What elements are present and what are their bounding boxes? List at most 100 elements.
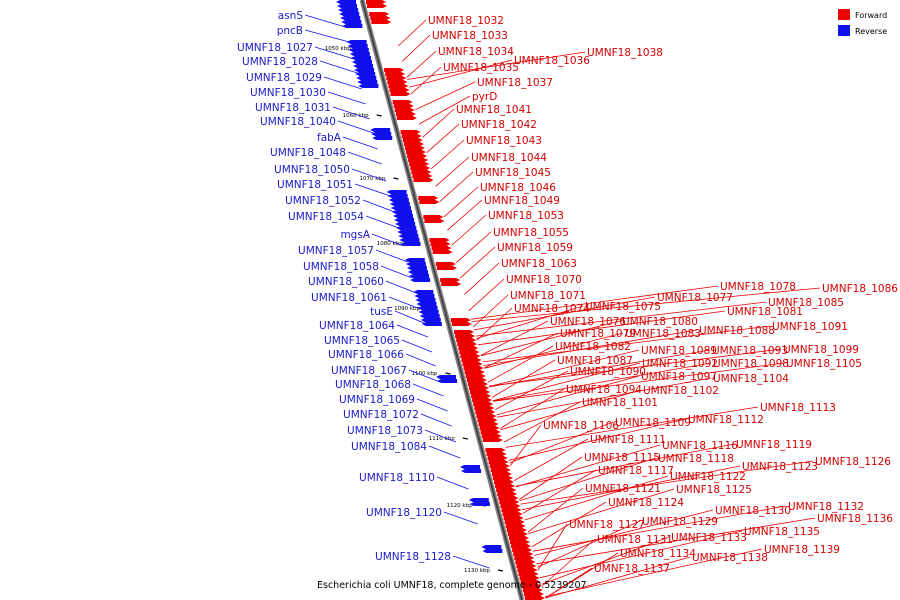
reverse-gene-feature (390, 206, 411, 210)
forward-gene-feature (481, 434, 502, 438)
reverse-gene-feature (337, 4, 358, 8)
legend-reverse-label: Reverse (855, 27, 887, 36)
reverse-gene-feature (460, 465, 480, 469)
reverse-gene-feature (340, 16, 361, 20)
forward-gene-feature (400, 130, 421, 134)
forward-gene-label: UMNF18_1121 (585, 483, 661, 495)
reverse-gene-feature (338, 8, 359, 12)
forward-gene-feature (409, 162, 430, 166)
forward-gene-label: UMNF18_1046 (480, 182, 556, 194)
forward-gene-label: UMNF18_1111 (590, 434, 666, 446)
forward-gene-feature (503, 516, 524, 520)
scale-tick (497, 569, 504, 572)
scale-tick (445, 372, 451, 375)
forward-label-leader (495, 370, 569, 410)
reverse-gene-feature (356, 76, 377, 80)
reverse-label-leader (380, 265, 413, 279)
forward-label-leader (505, 406, 759, 448)
forward-gene-label: UMNF18_1133 (671, 532, 747, 544)
reverse-gene-label: UMNF18_1064 (319, 320, 395, 332)
forward-label-leader (397, 19, 427, 47)
forward-gene-feature (500, 504, 521, 508)
reverse-gene-feature (372, 136, 393, 140)
forward-gene-feature (430, 242, 451, 246)
forward-gene-feature (488, 460, 509, 464)
forward-gene-feature (435, 262, 456, 266)
forward-gene-label: UMNF18_1041 (456, 104, 532, 116)
forward-gene-feature (388, 84, 409, 88)
forward-gene-feature (489, 464, 510, 468)
forward-label-leader (496, 375, 640, 416)
reverse-gene-label: fabA (317, 132, 342, 144)
forward-gene-feature (423, 215, 444, 219)
forward-label-leader (524, 475, 669, 521)
forward-gene-feature (513, 552, 534, 556)
reverse-gene-label: UMNF18_1110 (359, 472, 435, 484)
forward-gene-label: UMNF18_1116 (662, 440, 738, 452)
gene-labels: UMNF18_1032UMNF18_1033UMNF18_1034UMNF18_… (237, 10, 898, 575)
scale-tick-label: 1130 kbp (464, 568, 490, 574)
forward-gene-feature (395, 112, 416, 116)
forward-label-leader (515, 443, 735, 487)
forward-gene-label: UMNF18_1087 (557, 355, 633, 367)
forward-label-leader (472, 294, 509, 328)
reverse-gene-label: UMNF18_1057 (298, 245, 374, 257)
forward-gene-feature (521, 584, 542, 588)
forward-gene-label: UMNF18_1091 (772, 321, 848, 333)
reverse-gene-label: UMNF18_1073 (347, 425, 423, 437)
forward-gene-label: UMNF18_1070 (506, 274, 582, 286)
forward-gene-label: UMNF18_1129 (642, 516, 718, 528)
forward-gene-feature (411, 170, 432, 174)
forward-gene-feature (459, 350, 480, 354)
forward-gene-feature (522, 588, 543, 592)
forward-gene-feature (465, 374, 486, 378)
forward-label-leader (528, 488, 675, 534)
reverse-gene-label: UMNF18_1120 (366, 507, 442, 519)
forward-label-leader (439, 171, 474, 202)
forward-gene-feature (367, 4, 388, 8)
forward-label-leader (508, 418, 687, 461)
reverse-gene-feature (469, 502, 490, 506)
reverse-gene-feature (392, 210, 412, 214)
reverse-label-leader (401, 339, 433, 353)
forward-gene-feature (474, 406, 495, 410)
forward-gene-label: UMNF18_1130 (715, 505, 791, 517)
reverse-label-leader (443, 511, 478, 525)
reverse-label-leader (371, 233, 404, 247)
forward-label-leader (518, 456, 583, 500)
forward-label-leader (464, 262, 500, 295)
forward-gene-label: UMNF18_1077 (657, 292, 733, 304)
forward-gene-feature (406, 150, 426, 154)
reverse-label-leader (420, 413, 452, 427)
forward-gene-feature (413, 178, 434, 182)
reverse-label-leader (354, 183, 391, 197)
forward-gene-feature (478, 422, 499, 426)
reverse-gene-feature (394, 218, 415, 222)
forward-gene-label: UMNF18_1079 (560, 328, 636, 340)
forward-gene-label: UMNF18_1135 (744, 526, 820, 538)
reverse-gene-feature (421, 322, 442, 326)
reverse-label-leader (332, 106, 370, 120)
reverse-gene-feature (482, 549, 503, 553)
forward-label-leader (545, 556, 691, 599)
forward-gene-label: UMNF18_1099 (783, 344, 859, 356)
scale-tick-label: 1080 kbp (377, 241, 403, 247)
forward-label-leader (513, 438, 589, 481)
reverse-gene-feature (395, 222, 416, 226)
reverse-gene-label: UMNF18_1027 (237, 42, 313, 54)
forward-label-leader (488, 348, 782, 387)
reverse-gene-label: tusE (370, 306, 393, 318)
reverse-gene-feature (414, 294, 435, 298)
gene-features (336, 0, 545, 600)
forward-gene-feature (518, 572, 539, 576)
reverse-label-leader (394, 310, 425, 324)
forward-label-leader (451, 214, 487, 246)
reverse-gene-feature (355, 72, 376, 76)
forward-label-leader (483, 332, 559, 369)
forward-label-leader (471, 285, 719, 320)
reverse-label-leader (408, 369, 441, 383)
forward-gene-feature (519, 576, 540, 580)
forward-gene-feature (394, 108, 415, 112)
forward-gene-feature (520, 580, 541, 584)
forward-gene-label: UMNF18_1124 (608, 497, 684, 509)
